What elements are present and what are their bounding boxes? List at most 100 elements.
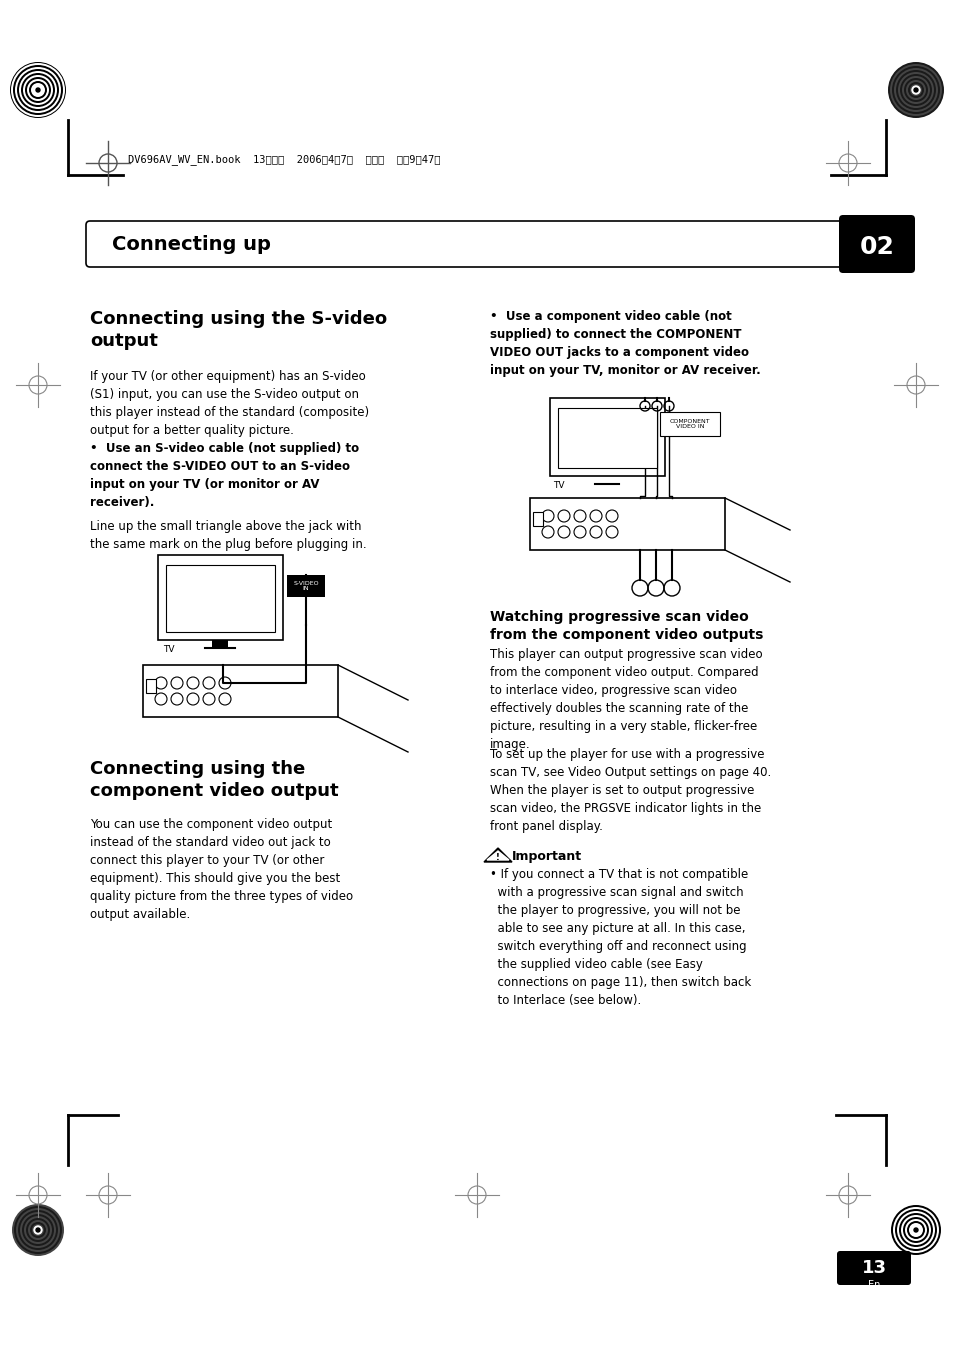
Circle shape	[897, 72, 933, 108]
Bar	[287, 576, 325, 597]
Circle shape	[910, 1225, 920, 1235]
Text: You can use the component video output
instead of the standard video out jack to: You can use the component video output i…	[90, 817, 353, 921]
Circle shape	[29, 81, 47, 99]
Bar	[166, 565, 274, 632]
Circle shape	[912, 1227, 918, 1233]
Circle shape	[16, 68, 60, 112]
Text: •  Use a component video cable (not
supplied) to connect the COMPONENT
VIDEO OUT: • Use a component video cable (not suppl…	[490, 309, 760, 377]
Circle shape	[889, 1204, 941, 1256]
Circle shape	[887, 62, 943, 118]
Bar	[533, 512, 542, 526]
Circle shape	[895, 1210, 935, 1250]
Circle shape	[30, 82, 46, 99]
Circle shape	[28, 80, 48, 100]
Circle shape	[903, 78, 927, 101]
Circle shape	[903, 1219, 927, 1242]
Text: If your TV (or other equipment) has an S-video
(S1) input, you can use the S-vid: If your TV (or other equipment) has an S…	[90, 370, 369, 436]
Circle shape	[901, 1216, 929, 1244]
Text: Line up the small triangle above the jack with
the same mark on the plug before : Line up the small triangle above the jac…	[90, 520, 366, 551]
Circle shape	[894, 1209, 936, 1251]
Circle shape	[905, 80, 925, 100]
Circle shape	[20, 72, 56, 108]
FancyBboxPatch shape	[836, 1251, 910, 1285]
Circle shape	[891, 1206, 939, 1254]
Circle shape	[909, 1224, 921, 1236]
Circle shape	[22, 1215, 54, 1246]
Circle shape	[35, 86, 41, 93]
Circle shape	[27, 78, 49, 101]
Circle shape	[11, 63, 65, 118]
Polygon shape	[486, 851, 509, 861]
Circle shape	[892, 1206, 938, 1252]
Circle shape	[905, 1220, 925, 1240]
Circle shape	[20, 1212, 56, 1248]
Circle shape	[12, 63, 64, 116]
Circle shape	[26, 1219, 50, 1242]
Circle shape	[889, 63, 941, 116]
Circle shape	[911, 1225, 919, 1233]
Circle shape	[913, 1228, 917, 1232]
Circle shape	[34, 1225, 42, 1233]
Circle shape	[34, 1225, 42, 1233]
Circle shape	[12, 1204, 64, 1256]
Circle shape	[908, 1223, 923, 1238]
Bar	[550, 399, 664, 476]
Text: COMPONENT
VIDEO IN: COMPONENT VIDEO IN	[669, 419, 710, 430]
Circle shape	[893, 68, 937, 112]
Circle shape	[910, 1225, 920, 1235]
Circle shape	[896, 1210, 934, 1250]
Circle shape	[14, 1206, 62, 1254]
Circle shape	[33, 85, 43, 95]
Text: !: !	[496, 852, 499, 862]
Bar	[212, 640, 228, 648]
Text: This player can output progressive scan video
from the component video output. C: This player can output progressive scan …	[490, 648, 761, 751]
Circle shape	[25, 77, 51, 103]
Circle shape	[34, 86, 42, 95]
Circle shape	[890, 1205, 940, 1255]
Circle shape	[911, 86, 919, 95]
Circle shape	[26, 78, 50, 101]
Circle shape	[32, 84, 44, 96]
Text: Connecting using the
component video output: Connecting using the component video out…	[90, 761, 338, 800]
Circle shape	[16, 1208, 60, 1252]
Circle shape	[28, 1220, 48, 1240]
Circle shape	[913, 88, 917, 92]
Circle shape	[13, 65, 63, 115]
Bar	[558, 408, 657, 467]
Circle shape	[900, 1215, 930, 1246]
Circle shape	[913, 88, 917, 92]
Bar	[158, 555, 283, 640]
Circle shape	[21, 73, 55, 107]
FancyBboxPatch shape	[838, 215, 914, 273]
Circle shape	[904, 1219, 926, 1242]
Circle shape	[898, 1213, 932, 1247]
Circle shape	[37, 89, 39, 91]
Circle shape	[30, 82, 45, 97]
Circle shape	[19, 72, 57, 109]
Text: To set up the player for use with a progressive
scan TV, see Video Output settin: To set up the player for use with a prog…	[490, 748, 770, 834]
Circle shape	[913, 1228, 917, 1232]
Circle shape	[902, 1217, 928, 1243]
Circle shape	[36, 1228, 40, 1232]
Circle shape	[899, 1215, 931, 1246]
Circle shape	[24, 76, 52, 104]
Text: Watching progressive scan video
from the component video outputs: Watching progressive scan video from the…	[490, 611, 762, 642]
Circle shape	[906, 1221, 924, 1239]
Circle shape	[33, 85, 43, 95]
Circle shape	[914, 1229, 916, 1231]
Circle shape	[30, 1223, 46, 1238]
Circle shape	[907, 1223, 923, 1238]
Circle shape	[893, 1208, 937, 1252]
Circle shape	[891, 66, 939, 113]
Polygon shape	[483, 848, 512, 862]
Circle shape	[36, 1228, 40, 1232]
Circle shape	[22, 74, 54, 105]
Circle shape	[18, 70, 58, 109]
Circle shape	[24, 1216, 52, 1244]
Text: En: En	[867, 1279, 880, 1290]
Circle shape	[32, 1224, 44, 1236]
Circle shape	[897, 1212, 933, 1248]
Circle shape	[895, 70, 935, 109]
Text: TV: TV	[553, 481, 564, 490]
Circle shape	[23, 76, 53, 105]
